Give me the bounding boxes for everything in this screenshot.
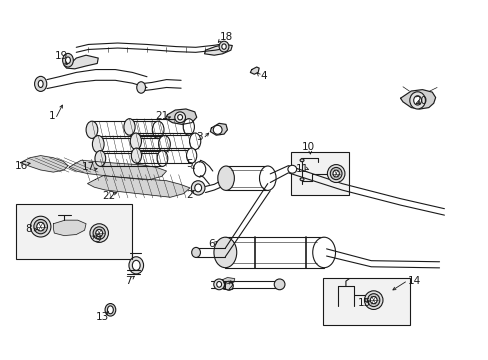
Ellipse shape [287,165,296,173]
Ellipse shape [129,257,143,274]
Ellipse shape [62,53,73,67]
Ellipse shape [157,150,167,166]
Ellipse shape [95,150,105,166]
Text: 11: 11 [295,164,308,174]
Ellipse shape [189,133,201,149]
Polygon shape [210,123,227,135]
Ellipse shape [413,96,421,105]
Ellipse shape [409,92,425,109]
Ellipse shape [219,41,228,52]
Text: 10: 10 [301,142,314,152]
Polygon shape [53,220,86,235]
Polygon shape [250,67,259,74]
Ellipse shape [327,165,344,183]
Ellipse shape [105,303,116,316]
Text: 17: 17 [81,162,95,172]
Bar [16,204,132,259]
Ellipse shape [30,216,51,237]
Ellipse shape [86,121,98,138]
Text: 2: 2 [186,190,193,200]
Bar [290,152,348,195]
Ellipse shape [224,281,233,290]
Text: 4: 4 [260,71,267,81]
Text: 15: 15 [357,298,370,308]
Ellipse shape [186,148,196,163]
Ellipse shape [131,148,141,163]
Ellipse shape [367,294,379,307]
Ellipse shape [312,237,335,268]
Ellipse shape [152,121,163,138]
Polygon shape [400,90,435,109]
Ellipse shape [38,80,43,87]
Ellipse shape [213,125,222,134]
Polygon shape [64,55,98,69]
Ellipse shape [65,57,70,63]
Ellipse shape [37,222,44,231]
Ellipse shape [222,44,226,49]
Ellipse shape [217,166,234,190]
Text: 16: 16 [15,161,28,171]
Polygon shape [87,176,189,197]
Text: 9: 9 [94,234,101,244]
Ellipse shape [300,159,304,162]
Ellipse shape [132,260,140,270]
Text: 1: 1 [48,111,55,121]
Polygon shape [20,156,68,172]
Text: 19: 19 [55,51,68,61]
Text: 21: 21 [155,111,168,121]
Ellipse shape [194,184,201,192]
Ellipse shape [214,237,236,268]
Ellipse shape [216,282,221,287]
Polygon shape [222,278,234,284]
Ellipse shape [177,114,182,120]
Ellipse shape [158,135,170,153]
Text: 13: 13 [95,312,108,322]
Text: 8: 8 [25,225,32,234]
Polygon shape [69,160,166,180]
Ellipse shape [191,181,204,195]
Text: 6: 6 [207,239,214,249]
Ellipse shape [107,306,113,314]
Ellipse shape [123,119,135,135]
Ellipse shape [183,119,194,135]
Ellipse shape [193,162,205,177]
Polygon shape [165,109,196,125]
Text: 7: 7 [125,276,131,286]
Text: 18: 18 [219,32,232,41]
Ellipse shape [332,170,339,177]
Ellipse shape [259,166,276,190]
Ellipse shape [330,167,341,180]
Ellipse shape [130,133,141,149]
Ellipse shape [364,291,382,310]
Text: 5: 5 [186,159,193,169]
Ellipse shape [174,112,185,123]
Text: 3: 3 [196,132,203,142]
Ellipse shape [191,247,200,257]
Ellipse shape [137,82,145,93]
Text: 20: 20 [414,96,427,106]
Text: 12: 12 [222,282,235,292]
Text: 14: 14 [407,276,420,286]
Ellipse shape [274,279,285,290]
Ellipse shape [369,297,376,304]
Polygon shape [204,44,232,55]
Ellipse shape [92,135,104,153]
Ellipse shape [35,76,47,91]
Ellipse shape [34,220,47,234]
Ellipse shape [93,227,105,239]
Text: 22: 22 [102,191,115,201]
Ellipse shape [96,229,102,237]
Ellipse shape [90,224,108,242]
Ellipse shape [300,178,304,181]
Bar [322,278,409,325]
Ellipse shape [213,279,224,290]
